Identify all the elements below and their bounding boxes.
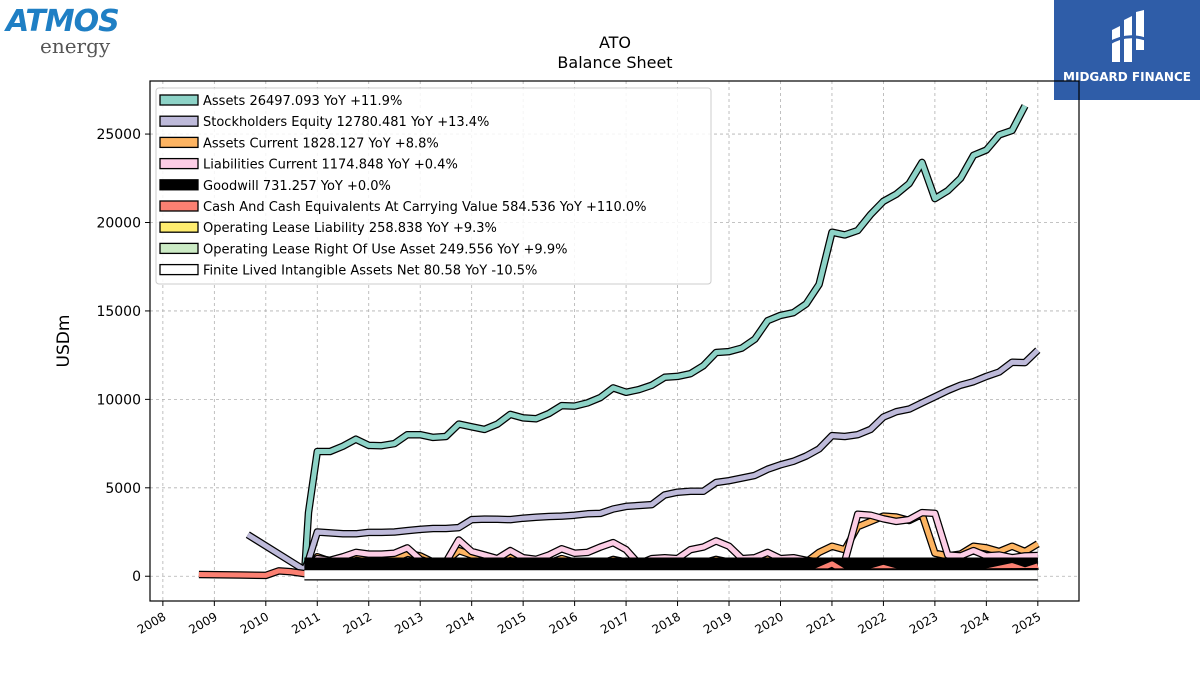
y-tick-label: 25000 (96, 127, 141, 143)
x-tick-label: 2022 (855, 609, 888, 636)
legend-swatch-2 (159, 136, 199, 149)
x-tick-label: 2018 (650, 609, 683, 636)
logo-text-midgard: MIDGARD FINANCE (1063, 70, 1191, 84)
x-tick-label: 2025 (1010, 609, 1043, 636)
x-tick-label: 2008 (135, 609, 168, 636)
x-tick-label: 2020 (753, 609, 786, 636)
x-tick-label: 2024 (958, 609, 991, 636)
x-tick-label: 2014 (444, 609, 477, 636)
x-tick-label: 2015 (495, 609, 528, 636)
x-tick-label: 2019 (701, 609, 734, 636)
legend-entry-1: Stockholders Equity 12780.481 YoY +13.4% (203, 115, 489, 130)
legend-entry-2: Assets Current 1828.127 YoY +8.8% (203, 136, 439, 151)
y-tick-label: 20000 (96, 215, 141, 231)
x-tick-label: 2017 (598, 609, 631, 636)
x-tick-label: 2013 (392, 609, 425, 636)
plot-frame (149, 80, 1080, 602)
midgard-finance-logo: MIDGARD FINANCE (1054, 0, 1200, 100)
legend-swatch-3 (159, 157, 199, 170)
x-tick-label: 2012 (341, 609, 374, 636)
y-tick-label: 0 (132, 569, 141, 585)
atmos-energy-logo: ATMOS energy (6, 4, 130, 60)
x-tick-label: 2010 (238, 609, 271, 636)
chart-title: ATO (599, 33, 631, 52)
midgard-mark-icon (1107, 10, 1149, 62)
legend-entry-8: Finite Lived Intangible Assets Net 80.58… (203, 264, 537, 279)
x-tick-label: 2023 (907, 609, 940, 636)
series-line-0 (301, 104, 1028, 577)
legend-box (155, 87, 712, 285)
series-outline-1 (245, 347, 1041, 574)
legend-swatch-1 (159, 115, 199, 127)
legend-entry-4: Goodwill 731.257 YoY +0.0% (203, 179, 391, 194)
x-tick-label: 2011 (289, 609, 322, 636)
x-tick-label: 2009 (186, 609, 219, 636)
legend-swatch-7 (159, 242, 199, 255)
logo-text-energy: energy (40, 34, 111, 58)
logo-text-atmos: ATMOS (6, 4, 120, 39)
legend-entry-5: Cash And Cash Equivalents At Carrying Va… (203, 200, 646, 215)
legend-entry-7: Operating Lease Right Of Use Asset 249.5… (203, 242, 567, 257)
legend-swatch-0 (159, 94, 199, 106)
chart-subtitle: Balance Sheet (557, 53, 672, 72)
legend-swatch-6 (159, 221, 199, 233)
y-axis-label: USDm (54, 315, 74, 368)
legend-entry-6: Operating Lease Liability 258.838 YoY +9… (203, 221, 497, 236)
legend-swatch-4 (159, 179, 199, 191)
series-line-1 (246, 348, 1040, 573)
x-tick-label: 2016 (547, 609, 580, 636)
y-tick-label: 15000 (96, 304, 141, 320)
y-tick-label: 5000 (105, 481, 141, 497)
y-tick-label: 10000 (96, 392, 141, 408)
legend-entry-0: Assets 26497.093 YoY +11.9% (203, 94, 402, 109)
legend-swatch-8 (159, 263, 199, 276)
legend-swatch-5 (159, 200, 199, 212)
legend-entry-3: Liabilities Current 1174.848 YoY +0.4% (203, 158, 458, 173)
x-tick-label: 2021 (804, 609, 837, 636)
